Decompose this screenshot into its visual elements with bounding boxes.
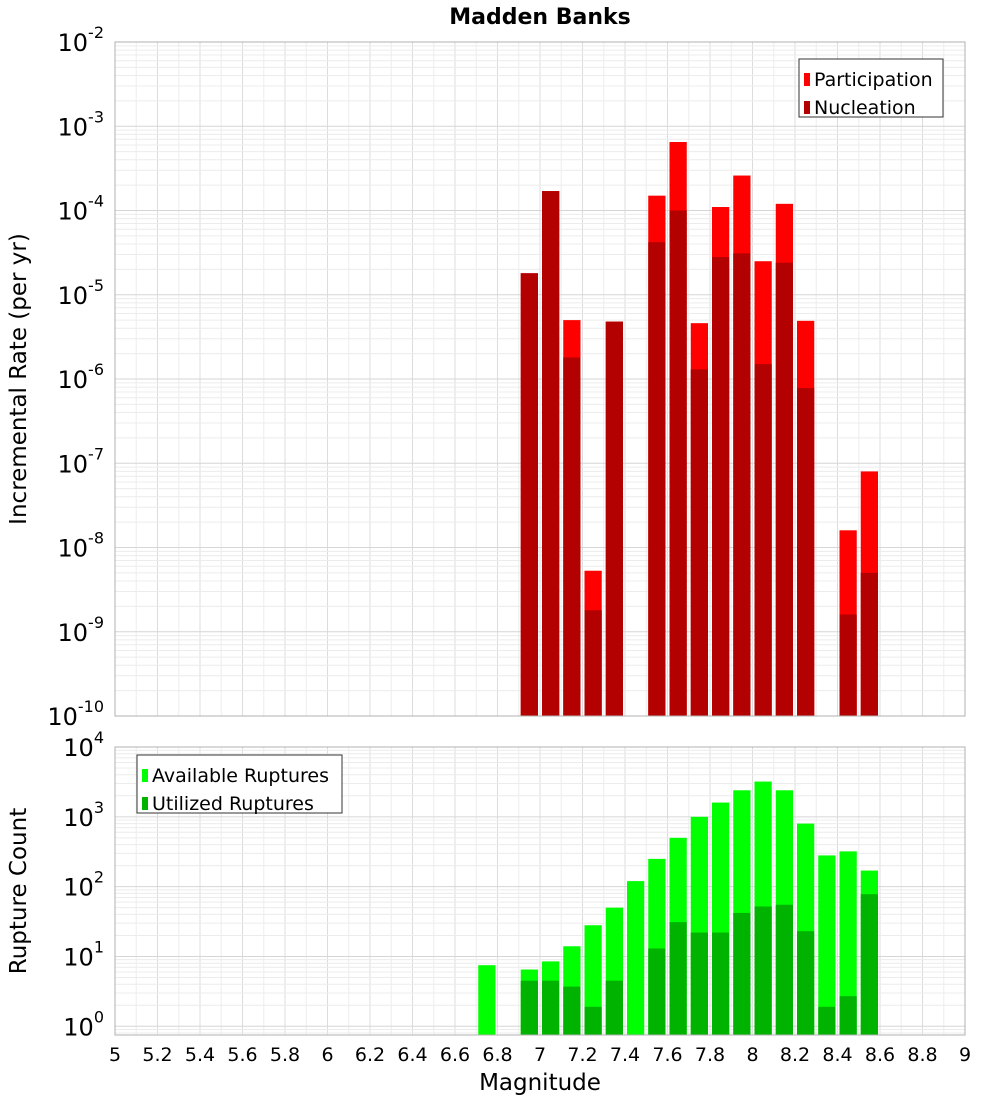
bar (605, 980, 623, 1035)
y-tick-label: 10-7 (58, 444, 105, 478)
x-tick-label: 9 (959, 1044, 971, 1066)
bar (542, 980, 560, 1035)
x-tick-label: 5.2 (142, 1044, 172, 1066)
bar (754, 364, 772, 716)
bar (478, 965, 496, 1035)
bar (563, 357, 581, 716)
legend-label: Participation (814, 69, 933, 91)
x-tick-label: 7.8 (695, 1044, 725, 1066)
legend-bottom: Available Ruptures Utilized Ruptures (136, 754, 343, 815)
bar (690, 369, 708, 716)
x-tick-label: 6.8 (482, 1044, 512, 1066)
legend-swatch (804, 101, 810, 114)
legend-swatch (142, 797, 148, 810)
y-tick-label: 10-3 (58, 107, 105, 141)
y-tick-label: 102 (63, 868, 104, 902)
y-axis-label: Rupture Count (6, 808, 32, 974)
bar (712, 257, 730, 716)
y-tick-label: 10-2 (58, 23, 105, 57)
bar (520, 980, 538, 1035)
y-tick-label: 10-9 (58, 613, 105, 647)
y-axis-label: Incremental Rate (per yr) (6, 233, 32, 525)
x-tick-label: 7.6 (652, 1044, 682, 1066)
bar (563, 986, 581, 1035)
bar (754, 906, 772, 1035)
legend-top: Participation Nucleation (798, 58, 944, 119)
y-tick-label: 103 (63, 798, 104, 832)
bar (797, 388, 815, 716)
x-tick-label: 5.8 (270, 1044, 300, 1066)
bar (627, 881, 645, 1035)
y-tick-label: 10-5 (58, 276, 105, 310)
legend-label: Utilized Ruptures (152, 793, 314, 815)
series-nucleation (520, 191, 878, 717)
bar (648, 948, 666, 1035)
bar (584, 1006, 602, 1035)
legend-swatch (142, 769, 148, 782)
bar (733, 912, 751, 1035)
bar (839, 996, 857, 1035)
x-tick-label: 8.6 (865, 1044, 895, 1066)
x-tick-label: 8.4 (822, 1044, 852, 1066)
bar (733, 253, 751, 716)
legend-box (798, 58, 944, 118)
bar (648, 242, 666, 716)
legend-box (136, 754, 343, 814)
x-tick-label: 5 (109, 1044, 121, 1066)
x-tick-label: 7.2 (567, 1044, 597, 1066)
bar (797, 931, 815, 1035)
y-tick-label: 10-10 (47, 697, 104, 731)
series-utilized-ruptures (520, 894, 878, 1035)
bar (839, 851, 857, 1035)
chart-title: Madden Banks (449, 5, 630, 30)
y-tick-label: 100 (63, 1007, 104, 1041)
panel-1: 10-10 10-9 10-8 10-7 10-6 10-5 10-4 10-3 10-2 Inc… (6, 23, 966, 731)
y-tick-label: 10-4 (58, 192, 105, 226)
x-tick-label: 8.8 (907, 1044, 937, 1066)
x-tick-label: 7.4 (610, 1044, 640, 1066)
bar (669, 922, 687, 1035)
plot-frame (114, 746, 966, 1036)
x-tick-label: 6 (321, 1044, 333, 1066)
x-tick-label: 6.4 (397, 1044, 427, 1066)
y-tick-label: 104 (63, 728, 104, 762)
y-tick-labels: 10-10 10-9 10-8 10-7 10-6 10-5 10-4 10-3 10-2 (47, 23, 104, 731)
legend-label: Nucleation (814, 97, 916, 119)
bar (775, 904, 793, 1035)
bar (860, 572, 878, 716)
bar (542, 191, 560, 717)
x-tick-label: 6.2 (355, 1044, 385, 1066)
bar (605, 321, 623, 716)
bar (860, 894, 878, 1035)
x-tick-label: 6.6 (440, 1044, 470, 1066)
bar (775, 262, 793, 716)
legend-swatch (804, 73, 810, 86)
y-tick-label: 101 (63, 937, 104, 971)
bar (690, 932, 708, 1035)
grid (114, 41, 966, 717)
y-tick-label: 10-6 (58, 360, 105, 394)
x-tick-label: 8 (746, 1044, 758, 1066)
legend-label: Available Ruptures (152, 765, 329, 787)
y-tick-labels: 100 101 102 103 104 (63, 728, 104, 1041)
bar (584, 610, 602, 716)
bar (520, 273, 538, 716)
x-tick-labels: 5 5.2 5.4 5.6 5.8 6 6.2 6.4 6.6 6.8 7 7.2 7.4 7.6 7.8 8… (109, 1044, 971, 1066)
x-tick-label: 8.2 (780, 1044, 810, 1066)
plot-frame (114, 41, 966, 717)
y-tick-label: 10-8 (58, 529, 105, 563)
bar (818, 855, 836, 1035)
x-tick-label: 7 (534, 1044, 546, 1066)
x-tick-label: 5.4 (185, 1044, 215, 1066)
bar (712, 932, 730, 1035)
bar (839, 614, 857, 716)
bar (818, 1006, 836, 1035)
x-axis-label: Magnitude (479, 1070, 601, 1096)
x-tick-label: 5.6 (227, 1044, 257, 1066)
bar (669, 210, 687, 716)
